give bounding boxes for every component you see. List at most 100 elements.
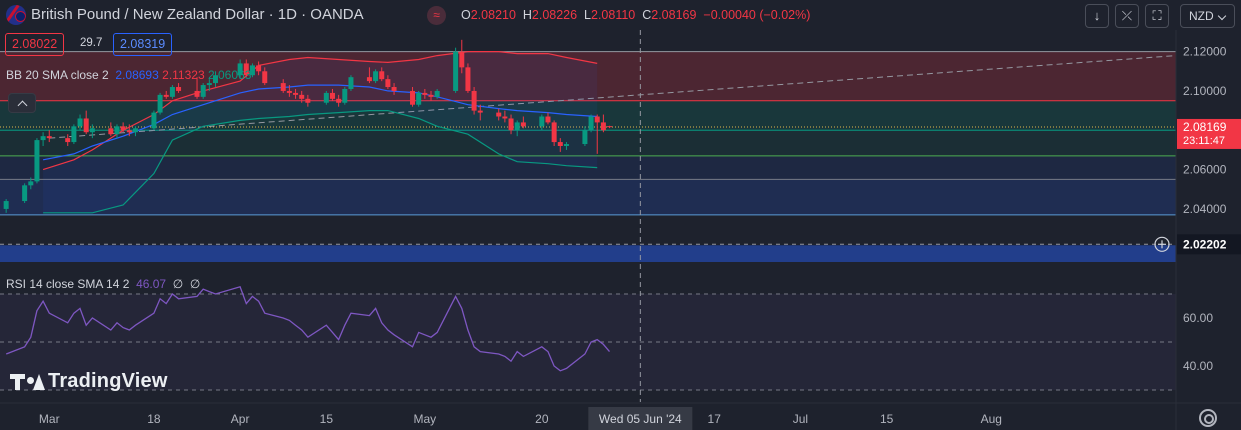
candle-body-31 <box>286 90 292 93</box>
candle-body-33 <box>299 94 305 99</box>
high-key: H <box>522 8 532 22</box>
sell-price-button[interactable]: 2.08022 <box>5 33 65 56</box>
low-key: L <box>584 8 591 22</box>
candle-body-29 <box>262 71 268 84</box>
low-value: 2.08110 <box>591 8 636 22</box>
candle-body-32 <box>293 92 299 95</box>
candle-body-50 <box>453 51 459 91</box>
candle-body-4 <box>40 136 46 141</box>
candle-body-57 <box>508 118 514 131</box>
candle-body-40 <box>366 77 372 82</box>
time-tick-label-3: 15 <box>320 412 334 426</box>
candle-body-39 <box>348 77 354 89</box>
candle-body-0 <box>3 201 9 209</box>
candle-body-35 <box>323 92 329 103</box>
open-key: O <box>461 8 471 22</box>
candle-body-19 <box>169 87 175 97</box>
time-tick-label-0: Mar <box>39 412 60 426</box>
ohlc-readout: O2.08210 H2.08226 L2.08110 C2.08169 −0.0… <box>461 8 810 22</box>
candle-body-14 <box>126 130 132 133</box>
crosshair-price-label: 2.02202 <box>1183 237 1227 251</box>
plus-circle-icon <box>1154 236 1170 252</box>
candle-body-17 <box>157 94 163 113</box>
candle-body-1 <box>22 185 28 202</box>
candle-body-52 <box>465 67 471 91</box>
time-tick-label-9: Aug <box>981 412 1002 426</box>
candle-body-58 <box>514 122 520 131</box>
rsi-extra-1: ∅ <box>172 277 184 291</box>
candle-body-25 <box>237 63 243 76</box>
candle-body-61 <box>545 116 551 123</box>
candle-body-23 <box>206 83 212 86</box>
candle-body-6 <box>65 138 71 143</box>
candle-body-67 <box>594 116 600 123</box>
candles-group <box>3 39 613 213</box>
rsi-line <box>5 286 610 372</box>
candle-body-18 <box>163 94 169 97</box>
countdown-label: 23:11:47 <box>1183 135 1225 147</box>
candle-body-26 <box>243 63 249 76</box>
candle-body-8 <box>77 118 83 127</box>
candle-body-16 <box>151 112 157 129</box>
gear-icon[interactable] <box>1199 409 1217 427</box>
collapse-legend-button[interactable] <box>8 93 36 113</box>
fullscreen-icon[interactable]: ⛶ <box>1145 4 1169 28</box>
candle-body-38 <box>342 88 348 103</box>
arrow-down-icon[interactable]: ↓ <box>1085 4 1109 28</box>
candle-body-21 <box>194 90 200 97</box>
candle-body-11 <box>108 128 114 135</box>
rsi-tick-label-1: 40.00 <box>1183 359 1213 373</box>
crosshair-price-tag <box>1177 234 1241 255</box>
time-tick-label-2: Apr <box>231 412 250 426</box>
candle-body-9 <box>83 118 89 133</box>
open-value: 2.08210 <box>470 8 516 22</box>
candle-body-41 <box>373 71 379 82</box>
source-badge-icon[interactable]: ≈ <box>427 6 446 25</box>
crosshair-date-label: Wed 05 Jun '24 <box>599 412 682 426</box>
buy-price-button[interactable]: 2.08319 <box>113 33 173 56</box>
bb-lower-line <box>43 110 598 214</box>
candle-body-69 <box>607 126 613 128</box>
bb-name: BB 20 SMA close 2 <box>6 68 109 82</box>
candle-body-13 <box>120 126 126 131</box>
candle-body-15 <box>132 128 138 133</box>
candle-body-51 <box>459 51 465 68</box>
time-tick-label-7: Jul <box>793 412 808 426</box>
gbp-flag-icon <box>6 5 26 25</box>
bb-legend[interactable]: BB 20 SMA close 2 2.08693 2.11323 2.0606… <box>6 68 251 82</box>
candle-body-34 <box>305 98 311 103</box>
currency-select[interactable]: NZD <box>1180 4 1235 28</box>
price-tick-label-4: 2.04000 <box>1183 202 1227 216</box>
close-value: 2.08169 <box>651 8 697 22</box>
candle-body-65 <box>582 130 588 145</box>
bb-upper-value: 2.11323 <box>162 68 205 82</box>
symbol-title[interactable]: British Pound / New Zealand Dollar · 1D … <box>31 6 364 23</box>
time-tick-label-6: 17 <box>708 412 722 426</box>
rsi-extra-2: ∅ <box>189 277 201 291</box>
last-price-tag <box>1177 118 1241 149</box>
bb-fill <box>43 51 598 213</box>
candle-body-62 <box>551 122 557 143</box>
candle-body-3 <box>34 140 40 182</box>
bb-basis-value: 2.08693 <box>115 68 159 82</box>
candle-body-30 <box>280 83 286 91</box>
rsi-legend[interactable]: RSI 14 close SMA 14 2 46.07 ∅ ∅ <box>6 277 200 291</box>
candle-body-43 <box>385 79 391 88</box>
price-tick-label-3: 2.06000 <box>1183 163 1227 177</box>
candle-body-10 <box>89 128 95 133</box>
candle-body-66 <box>588 116 594 131</box>
candle-body-49 <box>434 90 440 97</box>
candle-body-2 <box>28 181 34 186</box>
candle-body-28 <box>256 65 262 72</box>
candle-body-47 <box>422 92 428 95</box>
rsi-value: 46.07 <box>136 277 167 291</box>
time-tick-label-8: 15 <box>880 412 894 426</box>
collapse-arrows-icon[interactable]: ⤫ <box>1115 4 1139 28</box>
price-tick-label-1: 2.10000 <box>1183 84 1227 98</box>
crosshair-date-tag <box>588 407 693 430</box>
spread-value: 29.7 <box>80 37 103 49</box>
candle-body-53 <box>471 90 477 111</box>
bb-lower-value: 2.06063 <box>207 68 252 82</box>
